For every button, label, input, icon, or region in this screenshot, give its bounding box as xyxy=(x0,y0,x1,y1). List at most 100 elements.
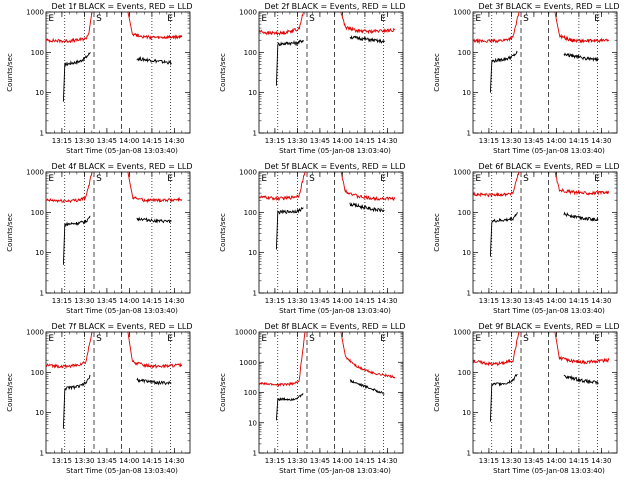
y-tick-label: 1000 xyxy=(453,9,471,17)
interval-marker: S xyxy=(523,334,529,344)
y-tick-label: 1 xyxy=(253,130,257,138)
x-tick-label: 14:30 xyxy=(378,457,398,465)
interval-marker: E xyxy=(48,334,54,344)
y-tick-label: 10 xyxy=(462,409,471,417)
y-axis-label: Counts/sec xyxy=(433,53,441,92)
x-tick-label: 14:00 xyxy=(333,457,353,465)
lightcurve-chart: Det 7f BLACK = Events, RED = LLD 1 10 100 10… xyxy=(6,322,193,475)
x-tick-label: 14:15 xyxy=(142,457,162,465)
y-axis-label: Counts/sec xyxy=(219,53,227,92)
events-series-line xyxy=(136,377,172,386)
lld-series-line xyxy=(127,11,183,41)
interval-marker: E xyxy=(167,174,173,184)
detector-panel: Det 7f BLACK = Events, RED = LLD 1 10 100 10… xyxy=(0,320,213,480)
y-tick-label: 1000 xyxy=(240,169,258,177)
interval-marker: E xyxy=(381,334,387,344)
x-tick-label: 13:15 xyxy=(265,297,285,305)
interval-marker: E xyxy=(48,174,54,184)
x-tick-label: 14:30 xyxy=(164,297,184,305)
interval-marker: E xyxy=(381,14,387,24)
chart-title: Det 3f BLACK = Events, RED = LLD xyxy=(478,2,619,11)
y-tick-label: 1 xyxy=(466,290,470,298)
events-series-line xyxy=(62,215,91,265)
plot-frame xyxy=(258,11,404,134)
y-tick-label: 1000 xyxy=(453,169,471,177)
y-tick-label: 1000 xyxy=(26,329,44,337)
interval-marker: E xyxy=(475,14,481,24)
interval-marker: E xyxy=(262,174,268,184)
events-series-line xyxy=(563,211,599,222)
y-tick-label: 10 xyxy=(462,249,471,257)
y-tick-label: 1000 xyxy=(453,329,471,337)
x-tick-label: 13:30 xyxy=(288,137,308,145)
y-axis-label: Counts/sec xyxy=(6,373,14,412)
lightcurve-chart: Det 3f BLACK = Events, RED = LLD 1 10 100 10… xyxy=(433,2,620,155)
x-tick-label: 14:00 xyxy=(119,137,139,145)
interval-marker: E xyxy=(262,334,268,344)
events-series-line xyxy=(276,206,305,250)
lld-series-line xyxy=(258,171,306,202)
chart-title: Det 9f BLACK = Events, RED = LLD xyxy=(478,322,619,331)
y-tick-label: 100 xyxy=(244,209,257,217)
interval-marker: E xyxy=(594,334,600,344)
lld-series-line xyxy=(127,171,183,204)
lld-series-line xyxy=(127,331,183,369)
x-tick-label: 14:30 xyxy=(164,457,184,465)
y-tick-label: 10 xyxy=(35,409,44,417)
detector-panel: Det 5f BLACK = Events, RED = LLD 1 10 100 10… xyxy=(213,160,426,320)
interval-marker: E xyxy=(475,334,481,344)
lld-series-line xyxy=(45,11,93,44)
events-series-line xyxy=(489,50,518,93)
x-tick-label: 13:30 xyxy=(288,457,308,465)
x-tick-label: 13:15 xyxy=(52,457,72,465)
y-axis-label: Counts/sec xyxy=(433,373,441,412)
y-tick-label: 100 xyxy=(244,389,257,397)
plot-frame xyxy=(472,11,618,134)
x-tick-label: 14:15 xyxy=(355,137,375,145)
x-tick-label: 13:45 xyxy=(310,137,330,145)
x-tick-label: 13:45 xyxy=(97,457,117,465)
x-tick-label: 14:00 xyxy=(119,297,139,305)
x-tick-label: 13:30 xyxy=(501,137,521,145)
y-tick-label: 10 xyxy=(462,89,471,97)
x-axis-label: Start Time (05-Jan-08 13:03:40) xyxy=(493,147,605,155)
x-tick-label: 13:15 xyxy=(265,457,285,465)
y-axis-label: Counts/sec xyxy=(433,213,441,252)
plot-frame xyxy=(45,11,191,134)
events-series-line xyxy=(563,52,599,62)
x-tick-label: 13:15 xyxy=(478,297,498,305)
events-series-line xyxy=(563,374,599,386)
lld-series-line xyxy=(258,331,306,387)
x-tick-label: 13:15 xyxy=(265,137,285,145)
chart-title: Det 4f BLACK = Events, RED = LLD xyxy=(51,162,192,171)
x-axis-label: Start Time (05-Jan-08 13:03:40) xyxy=(66,467,178,475)
lightcurve-chart: Det 4f BLACK = Events, RED = LLD 1 10 100 10… xyxy=(6,162,193,315)
lld-series-line xyxy=(472,171,519,198)
interval-marker: E xyxy=(167,14,173,24)
detector-panel: Det 2f BLACK = Events, RED = LLD 1 10 100 10… xyxy=(213,0,426,160)
detector-panel: Det 4f BLACK = Events, RED = LLD 1 10 100 10… xyxy=(0,160,213,320)
y-tick-label: 1 xyxy=(466,130,470,138)
chart-title: Det 7f BLACK = Events, RED = LLD xyxy=(51,322,192,331)
interval-marker: S xyxy=(96,174,102,184)
chart-title: Det 2f BLACK = Events, RED = LLD xyxy=(265,2,406,11)
y-tick-label: 100 xyxy=(31,369,44,377)
lld-series-line xyxy=(340,11,396,35)
events-series-line xyxy=(62,374,91,429)
chart-title: Det 6f BLACK = Events, RED = LLD xyxy=(478,162,619,171)
chart-title: Det 1f BLACK = Events, RED = LLD xyxy=(51,2,192,11)
lld-series-line xyxy=(258,11,305,37)
y-tick-label: 10 xyxy=(35,249,44,257)
events-series-line xyxy=(136,216,172,224)
x-tick-label: 14:30 xyxy=(378,297,398,305)
chart-title: Det 5f BLACK = Events, RED = LLD xyxy=(265,162,406,171)
x-tick-label: 13:30 xyxy=(74,297,94,305)
events-series-line xyxy=(350,379,385,395)
y-axis-label: Counts/sec xyxy=(6,213,14,252)
y-tick-label: 1000 xyxy=(240,9,258,17)
y-tick-label: 100 xyxy=(31,49,44,57)
x-tick-label: 13:45 xyxy=(523,137,543,145)
x-tick-label: 13:45 xyxy=(97,297,117,305)
lld-series-line xyxy=(45,331,93,370)
